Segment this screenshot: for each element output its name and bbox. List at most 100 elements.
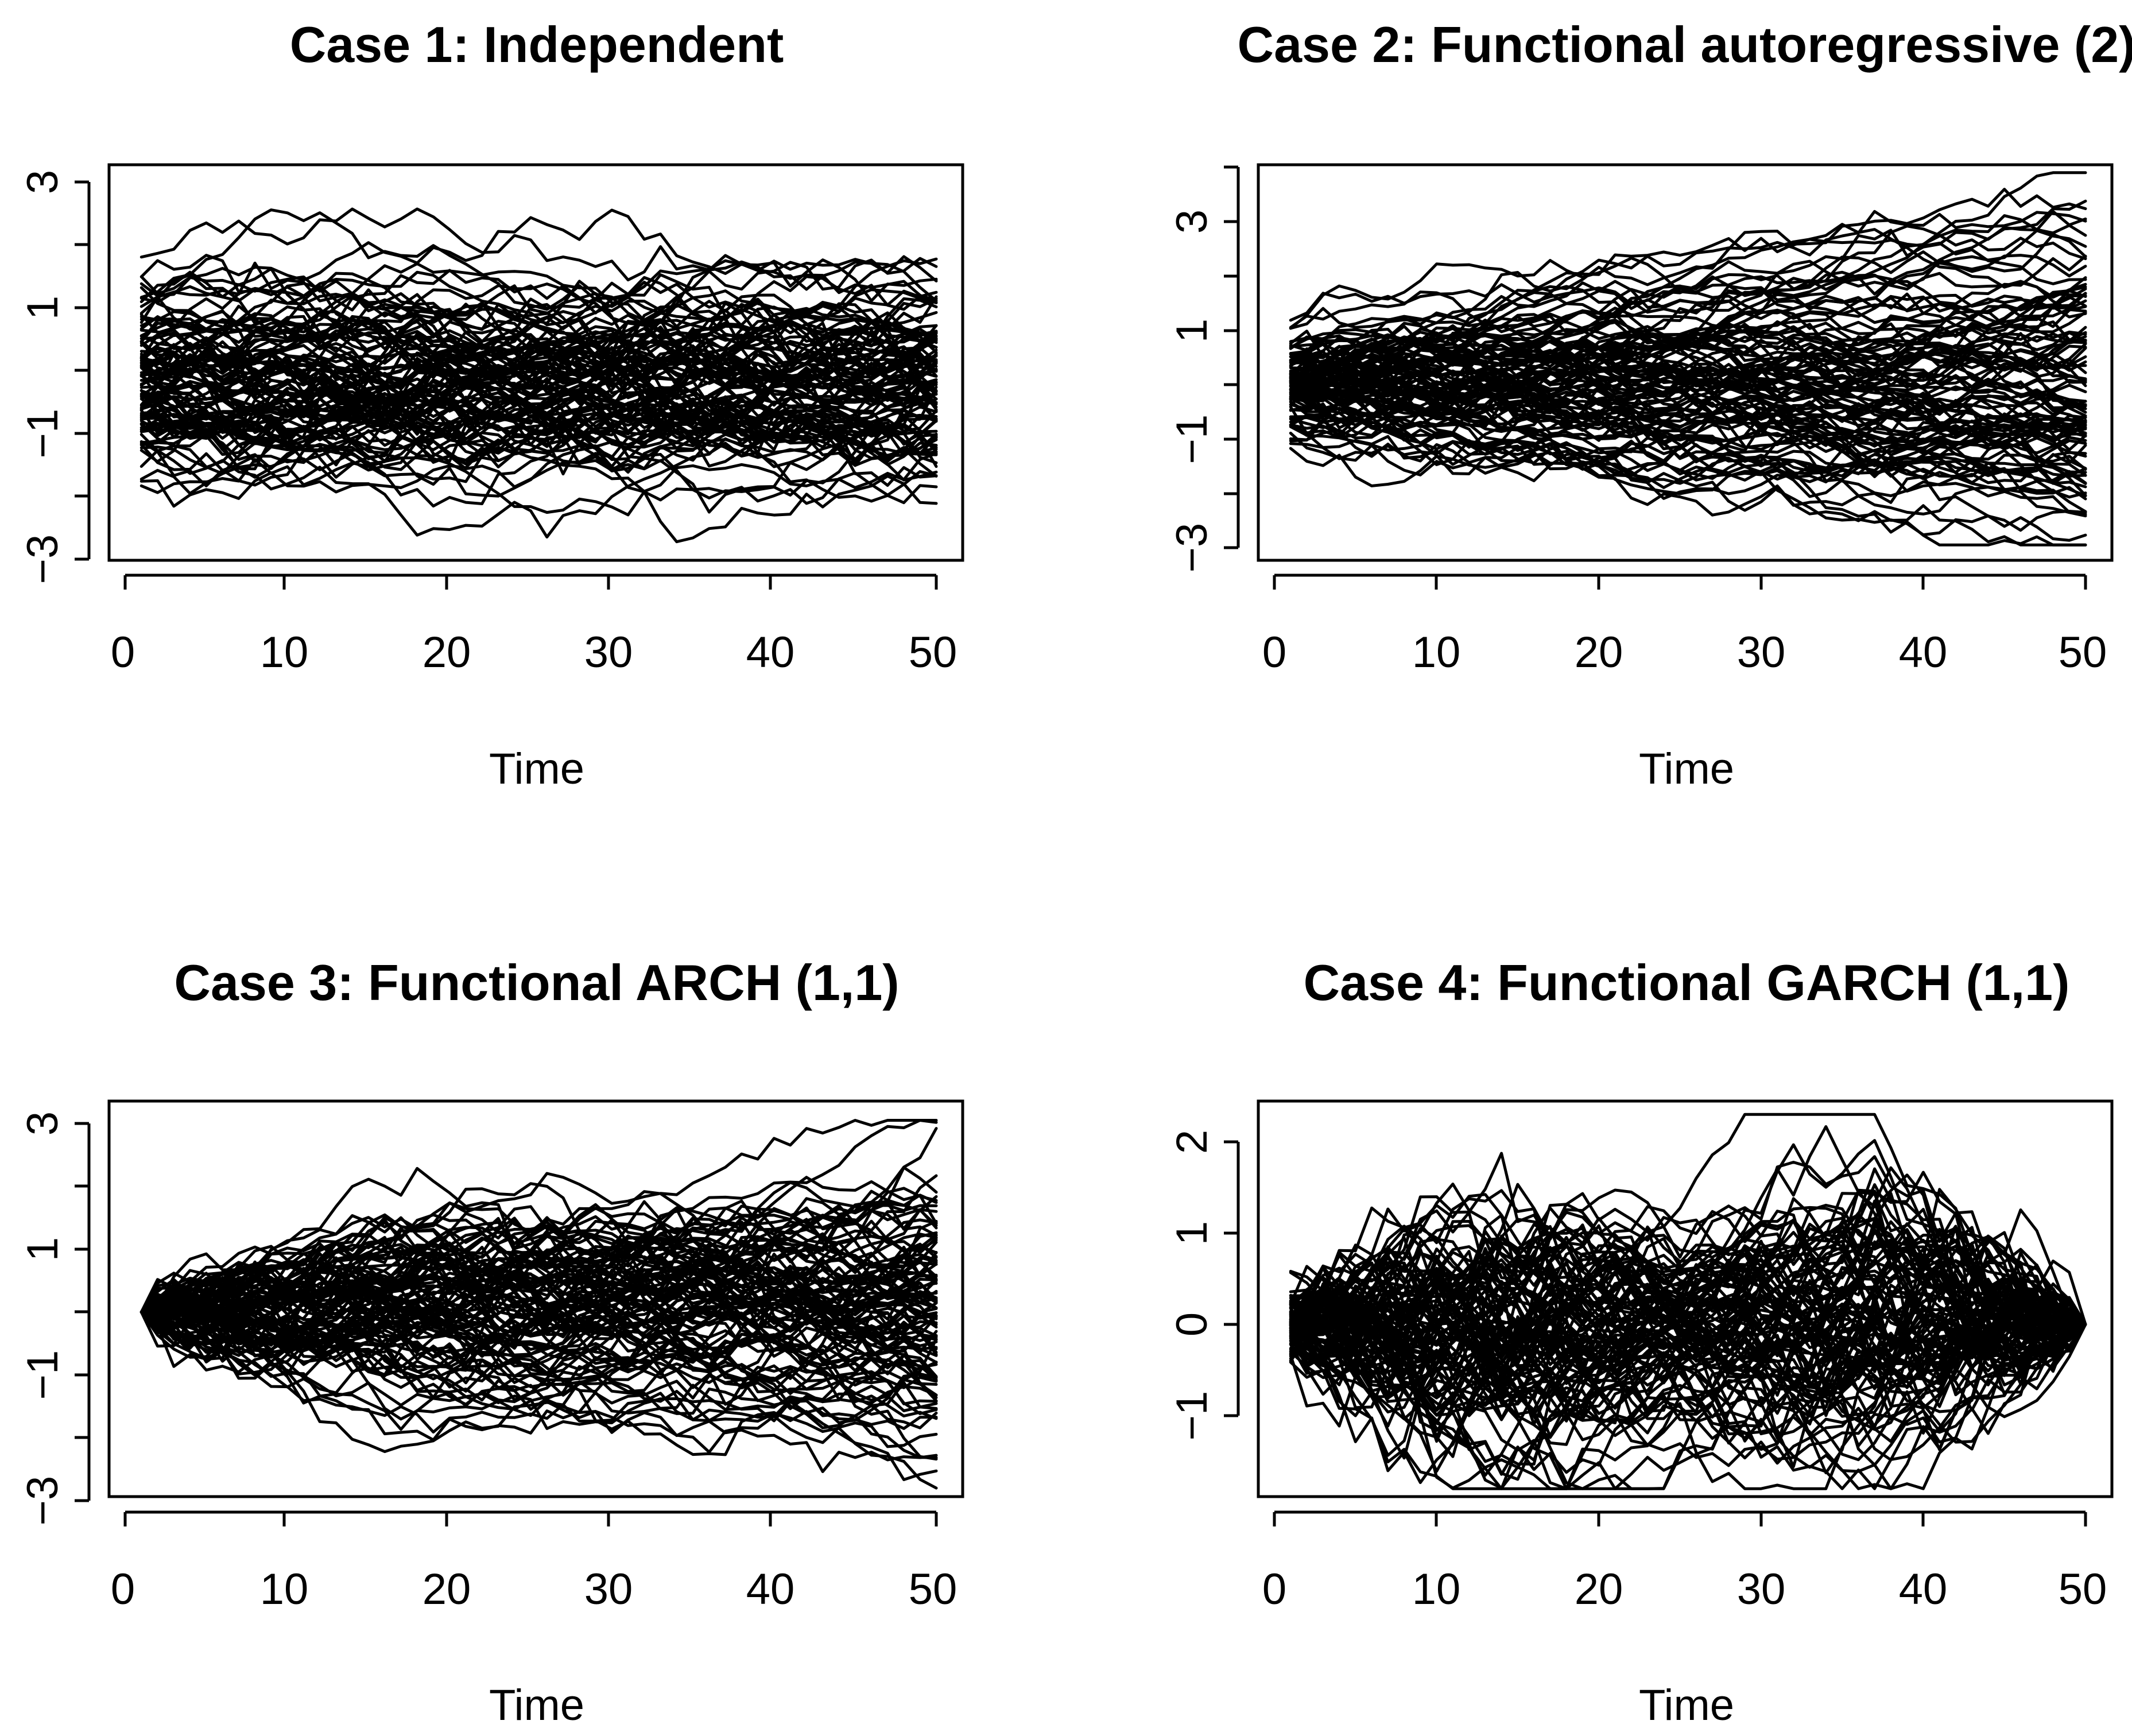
- series-curve: [1289, 1238, 2087, 1443]
- series-curve: [139, 1288, 938, 1406]
- y-tick-label: −1: [18, 409, 67, 459]
- series-curve: [1289, 1314, 2087, 1462]
- x-axis-label: Time: [489, 745, 584, 793]
- series-curve: [1289, 1231, 2087, 1413]
- y-tick-label: 2: [1168, 1130, 1216, 1154]
- series-curve: [139, 435, 938, 517]
- series-curve: [1289, 1236, 2087, 1473]
- series-curve: [139, 262, 938, 344]
- x-tick-label: 40: [1899, 628, 1948, 677]
- series-curve: [139, 320, 938, 398]
- series-curve: [139, 1287, 938, 1354]
- x-axis-label: Time: [489, 1681, 584, 1730]
- x-tick-label: 50: [909, 1565, 958, 1614]
- series-curve: [1289, 1197, 2087, 1326]
- series-curve: [139, 315, 938, 412]
- x-tick-label: 20: [1575, 628, 1623, 677]
- y-tick-label: −3: [18, 534, 67, 584]
- series-curve: [1289, 229, 2087, 352]
- series-curve: [139, 1218, 938, 1324]
- series-curve: [139, 321, 938, 382]
- series-curve: [139, 1305, 938, 1481]
- panel-title: Case 3: Functional ARCH (1,1): [174, 954, 899, 1011]
- y-tick-label: 0: [1168, 1312, 1216, 1336]
- series-curve: [139, 1119, 938, 1314]
- y-tick-label: 3: [1168, 210, 1216, 234]
- series-curve: [139, 374, 938, 438]
- y-tick-label: 3: [18, 1111, 67, 1136]
- series-curve: [139, 1167, 938, 1313]
- y-tick-label: −1: [1168, 414, 1216, 464]
- y-tick-label: 3: [18, 170, 67, 194]
- series-curve: [139, 1220, 938, 1326]
- series-curve: [139, 336, 938, 431]
- series-curve: [1289, 259, 2087, 375]
- plot-frame: [1257, 163, 2114, 562]
- x-tick-label: 0: [111, 1565, 135, 1614]
- y-tick-label: −3: [1168, 523, 1216, 573]
- x-tick-label: 20: [422, 628, 471, 677]
- x-tick-label: 30: [1737, 628, 1786, 677]
- series-curve: [139, 1281, 938, 1368]
- x-tick-label: 40: [746, 628, 795, 677]
- series-curve: [139, 386, 938, 464]
- series-curve: [139, 397, 938, 471]
- series-curve: [139, 1278, 938, 1402]
- series-curve: [139, 1257, 938, 1353]
- series-curve: [1289, 1113, 2087, 1328]
- series-curve: [139, 289, 938, 351]
- plot-frame: [107, 1099, 964, 1498]
- x-tick-label: 50: [2059, 1565, 2107, 1614]
- curves: [139, 1119, 938, 1490]
- series-curve: [1289, 224, 2087, 330]
- series-curve: [1289, 1218, 2087, 1369]
- panel-case-1: Case 1: Independent 0 10 20 30 40 50 Tim…: [18, 16, 964, 793]
- x-axis-label: Time: [1639, 745, 1734, 793]
- series-curve: [139, 207, 938, 282]
- series-curve: [139, 339, 938, 427]
- x-tick-label: 10: [260, 628, 309, 677]
- x-tick-label: 10: [1412, 1565, 1461, 1614]
- series-curve: [1289, 378, 2087, 448]
- series-curve: [1289, 394, 2087, 542]
- series-curve: [139, 1311, 938, 1434]
- y-tick-label: 1: [18, 1237, 67, 1261]
- series-curve: [1289, 330, 2087, 404]
- series-curve: [1289, 402, 2087, 513]
- x-tick-label: 40: [746, 1565, 795, 1614]
- series-curve: [1289, 358, 2087, 435]
- series-curve: [1289, 1266, 2087, 1418]
- series-curve: [1289, 423, 2087, 532]
- series-curve: [139, 423, 938, 538]
- x-tick-label: 10: [1412, 628, 1461, 677]
- series-curve: [139, 254, 938, 343]
- series-curve: [139, 1280, 938, 1381]
- panel-title: Case 1: Independent: [290, 16, 784, 73]
- y-tick-label: −3: [18, 1476, 67, 1526]
- x-tick-label: 0: [111, 628, 135, 677]
- panel-title: Case 4: Functional GARCH (1,1): [1304, 954, 2070, 1011]
- plot-frame: [107, 163, 964, 562]
- series-curve: [139, 1258, 938, 1333]
- series-curve: [1289, 343, 2087, 483]
- series-curve: [139, 1285, 938, 1415]
- series-curve: [139, 1205, 938, 1354]
- x-tick-label: 20: [1575, 1565, 1623, 1614]
- x-tick-label: 50: [2059, 628, 2107, 677]
- series-curve: [139, 1256, 938, 1365]
- y-tick-label: 1: [1168, 319, 1216, 343]
- y-tick-label: 1: [1168, 1221, 1216, 1245]
- curves: [1289, 171, 2087, 547]
- series-curve: [1289, 254, 2087, 375]
- x-tick-label: 30: [584, 1565, 633, 1614]
- y-tick-label: 1: [18, 296, 67, 320]
- series-curve: [1289, 294, 2087, 441]
- series-curve: [1289, 223, 2087, 355]
- series-curve: [139, 208, 938, 344]
- panel-case-2: Case 2: Functional autoregressive (2) 0 …: [1168, 16, 2132, 793]
- series-curve: [1289, 1125, 2087, 1355]
- series-curve: [139, 299, 938, 386]
- series-curve: [139, 381, 938, 448]
- curves: [1289, 1113, 2087, 1490]
